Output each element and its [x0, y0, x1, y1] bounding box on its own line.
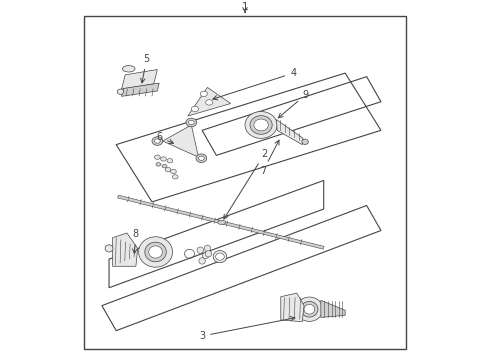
Text: 7: 7 — [260, 140, 279, 176]
Polygon shape — [118, 195, 324, 249]
Text: 3: 3 — [199, 316, 295, 341]
Ellipse shape — [186, 118, 196, 127]
Ellipse shape — [296, 297, 323, 321]
Ellipse shape — [304, 305, 315, 314]
Ellipse shape — [145, 242, 166, 262]
Text: 6: 6 — [156, 132, 173, 144]
Polygon shape — [188, 87, 231, 116]
Ellipse shape — [161, 157, 166, 161]
Text: 9: 9 — [278, 90, 309, 118]
Ellipse shape — [250, 116, 272, 134]
Ellipse shape — [213, 251, 227, 263]
Circle shape — [205, 251, 212, 257]
Ellipse shape — [154, 155, 160, 159]
Circle shape — [204, 245, 211, 252]
Circle shape — [199, 258, 205, 264]
Text: 1: 1 — [242, 2, 248, 12]
Circle shape — [202, 252, 209, 259]
Ellipse shape — [154, 139, 160, 143]
Ellipse shape — [139, 237, 172, 267]
Ellipse shape — [122, 66, 135, 72]
Ellipse shape — [105, 245, 113, 252]
Polygon shape — [276, 120, 303, 145]
Ellipse shape — [149, 246, 162, 258]
Text: 5: 5 — [141, 54, 150, 83]
Polygon shape — [281, 293, 304, 322]
Ellipse shape — [172, 175, 178, 179]
Ellipse shape — [198, 156, 204, 161]
Text: 8: 8 — [132, 229, 139, 253]
Ellipse shape — [200, 91, 207, 96]
Polygon shape — [321, 300, 345, 318]
Ellipse shape — [301, 301, 318, 317]
Ellipse shape — [302, 139, 308, 144]
Polygon shape — [122, 83, 159, 96]
Circle shape — [197, 247, 203, 253]
Polygon shape — [122, 69, 157, 89]
Ellipse shape — [162, 164, 167, 168]
Ellipse shape — [189, 120, 194, 125]
Ellipse shape — [218, 220, 226, 225]
Polygon shape — [113, 233, 138, 266]
Polygon shape — [163, 125, 198, 157]
Text: 2: 2 — [224, 149, 268, 219]
Ellipse shape — [206, 100, 213, 105]
Ellipse shape — [245, 112, 277, 138]
Ellipse shape — [216, 253, 224, 260]
Ellipse shape — [167, 159, 173, 163]
Ellipse shape — [254, 119, 268, 131]
Ellipse shape — [165, 167, 171, 172]
Ellipse shape — [171, 169, 176, 174]
Ellipse shape — [152, 137, 163, 145]
Ellipse shape — [191, 106, 198, 112]
Ellipse shape — [196, 154, 207, 162]
Ellipse shape — [117, 89, 123, 94]
Ellipse shape — [156, 162, 161, 166]
Text: 4: 4 — [213, 68, 296, 100]
